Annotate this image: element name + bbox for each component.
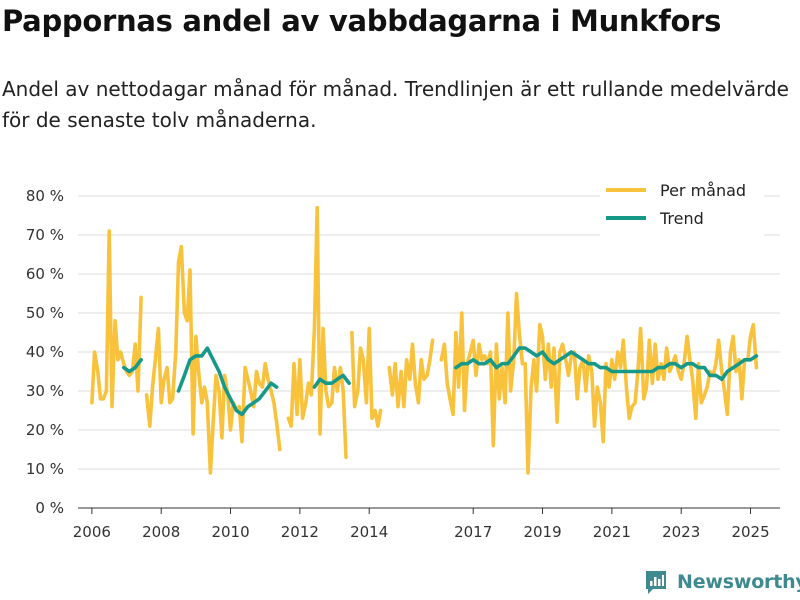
gridlines [78, 195, 780, 470]
y-tick-label: 40 % [26, 343, 64, 361]
y-tick-label: 70 % [26, 226, 64, 244]
x-tick-label: 2017 [454, 523, 492, 541]
series-lines [90, 205, 759, 475]
series-line-trend [312, 373, 351, 389]
chart-subtitle: Andel av nettodagar månad för månad. Tre… [2, 77, 789, 132]
y-tick-label: 20 % [26, 421, 64, 439]
x-tick-label: 2008 [142, 523, 180, 541]
newsworthy-logo-icon [646, 571, 666, 594]
series-line-per-manad [90, 229, 282, 475]
x-tick-label: 2012 [281, 523, 319, 541]
series-line-per-manad [286, 205, 348, 460]
series-line-trend [176, 346, 279, 417]
legend-label-trend: Trend [659, 209, 704, 228]
series-line-per-manad [439, 291, 759, 475]
x-tick-label: 2023 [662, 523, 700, 541]
series-line-trend [454, 346, 759, 382]
x-tick-label: 2010 [211, 523, 249, 541]
series-line-trend [122, 358, 143, 374]
y-tick-label: 80 % [26, 187, 64, 205]
y-tick-label: 50 % [26, 304, 64, 322]
series-line-per-manad [350, 326, 383, 428]
x-tick-label: 2021 [593, 523, 631, 541]
x-tick-label: 2025 [731, 523, 769, 541]
series-line-per-manad [387, 338, 435, 409]
y-tick-label: 30 % [26, 382, 64, 400]
legend-background [600, 176, 764, 236]
y-tick-label: 0 % [35, 499, 64, 517]
legend-label-per-manad: Per månad [660, 181, 746, 200]
newsworthy-logo: Newsworthy [644, 569, 800, 595]
y-tick-label: 60 % [26, 265, 64, 283]
x-tick-label: 2006 [73, 523, 111, 541]
legend: Per månad Trend [600, 176, 764, 236]
x-axis: 2006 2008 2010 2012 2014 2017 2019 2021 2023 2025 [73, 507, 780, 541]
x-tick-label: 2014 [350, 523, 388, 541]
newsworthy-logo-text: Newsworthy [677, 571, 800, 593]
y-tick-label: 10 % [26, 460, 64, 478]
x-tick-label: 2019 [523, 523, 561, 541]
chart-title: Pappornas andel av vabbdagarna i Munkfor… [2, 4, 722, 38]
y-axis-labels: 0 % 10 % 20 % 30 % 40 % 50 % 60 % 70 % 80 % [26, 187, 64, 517]
